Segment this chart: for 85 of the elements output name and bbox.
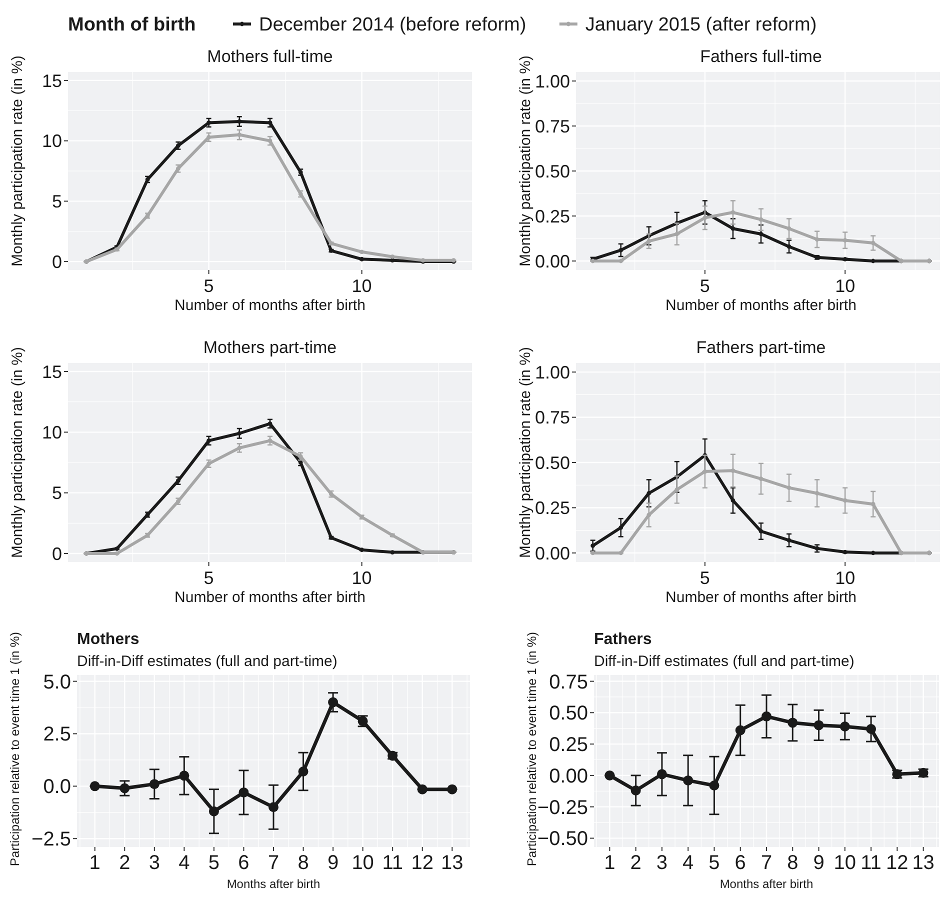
y-tick-label: 5.0 (43, 671, 71, 694)
y-axis-title: Monthly participation rate (in %) (517, 56, 534, 266)
y-tick-label: −0.50 (537, 828, 588, 850)
x-tick-label: 5 (204, 568, 214, 588)
x-tick-label: 5 (708, 852, 720, 874)
x-tick-label: 1 (89, 852, 100, 874)
x-tick-label: 10 (352, 276, 372, 296)
chart-subtitle: Diff-in-Diff estimates (full and part-time) (77, 653, 338, 670)
y-tick-label: 0.75 (534, 408, 570, 428)
x-tick-label: 10 (834, 852, 856, 874)
x-tick-label: 7 (268, 852, 280, 874)
y-tick-label: 0.25 (534, 498, 570, 518)
legend-title: Month of birth (68, 14, 196, 36)
x-tick-label: 13 (441, 852, 464, 874)
x-tick-label: 5 (700, 568, 710, 588)
y-tick-label: 5 (52, 191, 62, 212)
x-tick-label: 12 (886, 852, 908, 874)
chart-title: Mothers (77, 631, 140, 648)
x-tick-label: 6 (734, 852, 746, 874)
x-tick-label: 4 (178, 852, 190, 874)
y-tick-label: 0 (52, 544, 62, 564)
x-tick-label: 1 (604, 852, 616, 874)
x-tick-label: 8 (787, 852, 798, 874)
y-tick-label: 0.75 (534, 116, 570, 136)
x-tick-label: 10 (835, 276, 856, 296)
y-tick-label: 1.00 (534, 71, 570, 92)
y-tick-label: −2.5 (32, 828, 71, 851)
x-tick-label: 12 (411, 852, 434, 874)
x-tick-label: 5 (204, 276, 214, 296)
y-tick-label: 0.00 (534, 251, 570, 272)
x-axis-title: Months after birth (226, 877, 320, 891)
x-axis-title: Months after birth (720, 877, 814, 891)
chart-title: Mothers full-time (207, 47, 333, 66)
y-axis-title: Monthly participation rate (in %) (517, 347, 534, 558)
x-tick-label: 5 (208, 852, 220, 874)
x-tick-label: 10 (835, 568, 856, 588)
y-tick-label: 0.25 (549, 734, 588, 756)
y-tick-label: 0.75 (549, 671, 588, 694)
x-tick-label: 9 (813, 852, 824, 874)
y-tick-label: 15 (42, 70, 62, 91)
y-axis-title: Participation relative to event time 1 (in %) (525, 632, 539, 866)
chart-title: Mothers part-time (203, 338, 337, 357)
y-tick-label: −0.25 (537, 796, 588, 819)
x-tick-label: 5 (700, 276, 710, 296)
chart-title: Fathers (594, 631, 652, 648)
y-tick-label: 10 (42, 131, 62, 152)
x-tick-label: 11 (382, 852, 403, 874)
x-tick-label: 2 (119, 852, 130, 874)
y-tick-label: 0.00 (534, 543, 570, 564)
x-tick-label: 2 (630, 852, 642, 874)
y-tick-label: 0 (52, 252, 62, 272)
x-axis-title: Number of months after birth (174, 297, 366, 314)
y-tick-label: 0.50 (549, 702, 588, 725)
x-tick-label: 3 (656, 852, 668, 874)
x-tick-label: 8 (298, 852, 309, 874)
y-tick-label: 2.5 (43, 724, 71, 746)
x-tick-label: 13 (912, 852, 934, 874)
y-tick-label: 0.50 (534, 452, 570, 473)
y-axis-title: Participation relative to event time 1 (in %) (8, 632, 22, 866)
chart-subtitle: Diff-in-Diff estimates (full and part-time) (594, 653, 854, 670)
x-tick-label: 10 (352, 568, 372, 588)
chart-title: Fathers full-time (700, 47, 822, 66)
y-tick-label: 0.25 (534, 206, 570, 226)
legend-label: December 2014 (before reform) (259, 14, 526, 36)
x-axis-title: Number of months after birth (666, 297, 856, 314)
y-tick-label: 0.00 (549, 765, 588, 788)
legend-label: January 2015 (after reform) (585, 14, 817, 36)
chart-title: Fathers part-time (696, 338, 826, 357)
y-axis-title: Monthly participation rate (in %) (9, 56, 26, 266)
y-tick-label: 0.50 (534, 161, 570, 182)
x-tick-label: 6 (238, 852, 250, 874)
x-tick-label: 11 (860, 852, 882, 874)
y-tick-label: 1.00 (534, 362, 570, 382)
x-tick-label: 4 (682, 852, 694, 874)
y-tick-label: 0.0 (43, 776, 71, 798)
x-tick-label: 10 (352, 852, 374, 874)
y-tick-label: 10 (42, 422, 62, 442)
x-tick-label: 3 (148, 852, 160, 874)
x-axis-title: Number of months after birth (174, 589, 366, 606)
x-axis-title: Number of months after birth (666, 589, 856, 606)
x-tick-label: 7 (760, 852, 772, 874)
x-tick-label: 9 (327, 852, 339, 874)
y-axis-title: Monthly participation rate (in %) (9, 347, 26, 558)
y-tick-label: 5 (52, 483, 62, 504)
y-tick-label: 15 (42, 362, 62, 382)
